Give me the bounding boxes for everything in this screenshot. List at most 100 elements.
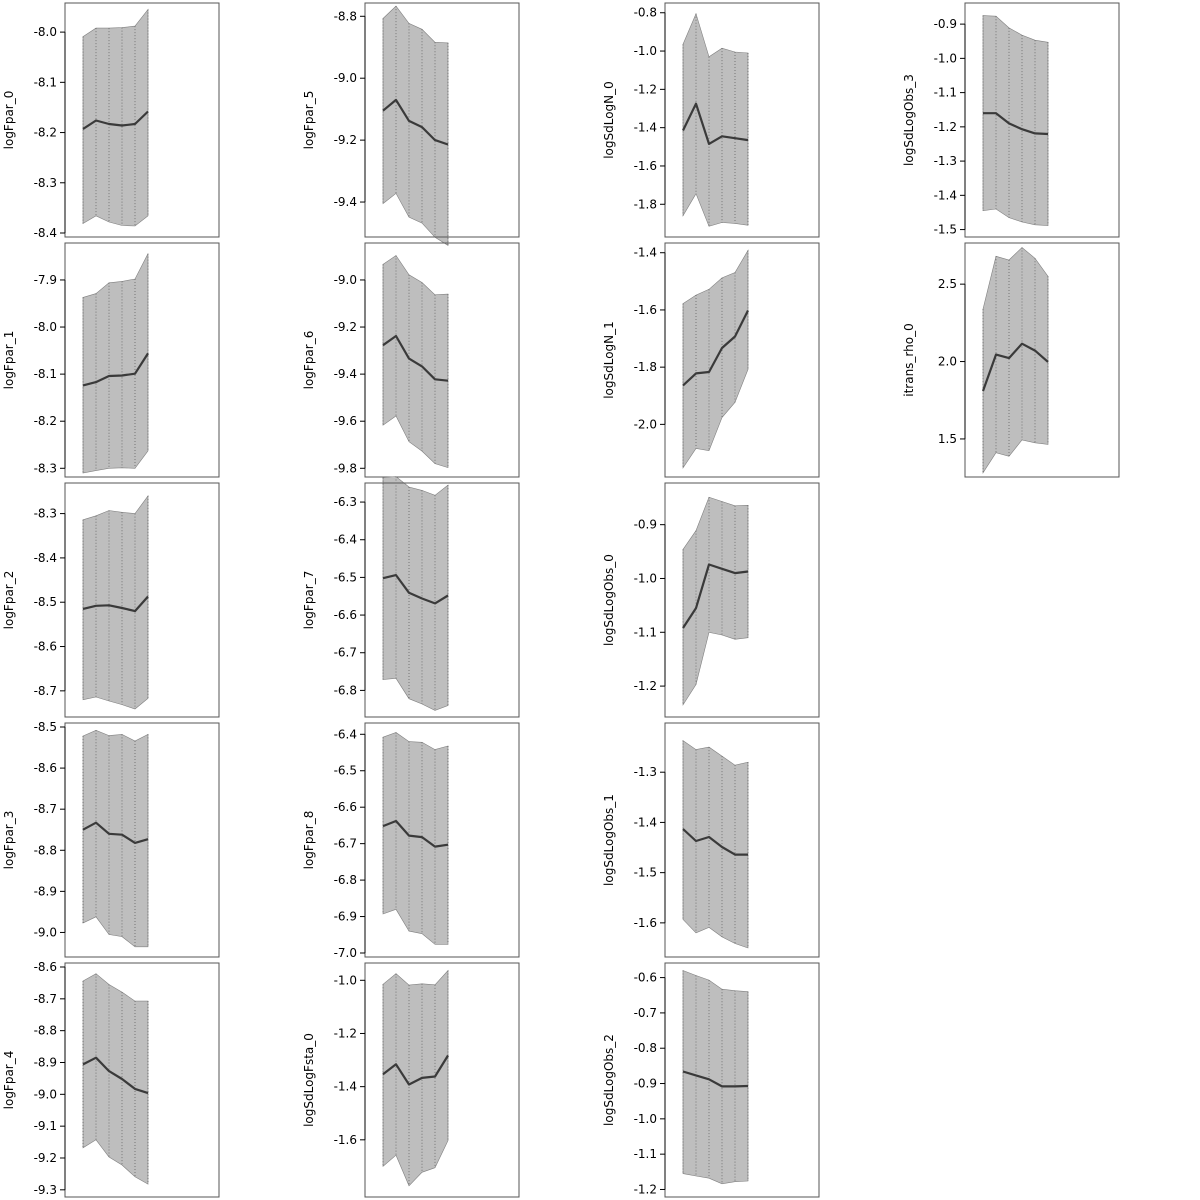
panel-logFpar_1: -8.3 -8.2 -8.1 -8.0 -7.9 logFpar_1 (2, 242, 220, 478)
y-tick-label: -6.4 (334, 533, 357, 547)
mean-line (82, 1056, 149, 1095)
panel-logSdLogN_0: -1.8 -1.6 -1.4 -1.2 -1.0 -0.8 logSdLogN_0 (602, 2, 820, 238)
confidence-band (382, 476, 449, 711)
y-axis-title: logSdLogObs_3 (902, 74, 916, 166)
y-tick-label: -9.2 (334, 320, 357, 334)
y-tick-label: -8.7 (34, 992, 57, 1006)
y-tick-label: -1.2 (934, 120, 957, 134)
mean-line (382, 1054, 449, 1086)
y-tick-label: -1.0 (634, 571, 657, 585)
y-tick-label: -8.1 (34, 75, 57, 89)
y-tick-label: -1.4 (334, 1080, 357, 1094)
panel-logFpar_4: -9.3 -9.2 -9.1 -9.0 -8.9 -8.8 -8.7 -8.6 logFpar_… (2, 960, 220, 1198)
y-axis-title: logFpar_3 (2, 811, 16, 870)
y-tick-label: -6.6 (334, 608, 357, 622)
y-tick-label: -9.3 (34, 1183, 57, 1197)
y-tick-label: -8.0 (34, 320, 57, 334)
y-tick-label: -1.3 (634, 765, 657, 779)
panel-logSdLogObs_0: -1.2 -1.1 -1.0 -0.9 logSdLogObs_0 (602, 482, 820, 718)
y-tick-label: -6.5 (334, 570, 357, 584)
confidence-band (382, 969, 449, 1187)
y-tick-label: -8.9 (34, 1055, 57, 1069)
y-tick-label: -6.7 (334, 837, 357, 851)
mean-line (682, 828, 748, 856)
mean-line (382, 573, 449, 605)
y-tick-label: -0.9 (634, 1077, 657, 1091)
y-axis-title: logSdLogFsta_0 (302, 1033, 316, 1127)
confidence-band (82, 973, 149, 1185)
mean-line (682, 102, 749, 145)
y-tick-label: -1.2 (634, 82, 657, 96)
y-tick-label: -8.1 (34, 367, 57, 381)
y-tick-label: -8.8 (334, 9, 357, 23)
panel-logFpar_8: -7.0 -6.9 -6.8 -6.7 -6.6 -6.5 -6.4 logFpar_8 (302, 722, 520, 960)
y-axis-title: logSdLogN_0 (602, 81, 616, 159)
mean-line (82, 110, 149, 130)
y-tick-label: -1.3 (934, 154, 957, 168)
y-tick-label: -9.2 (334, 133, 357, 147)
y-tick-label: -9.4 (334, 367, 357, 381)
confidence-band (682, 970, 749, 1185)
y-tick-label: -1.2 (634, 679, 657, 693)
mean-line (382, 334, 449, 382)
y-tick-label: -1.4 (634, 815, 657, 829)
y-tick-label: -1.4 (934, 188, 957, 202)
y-tick-label: 2.0 (938, 355, 957, 369)
y-tick-label: -1.1 (934, 86, 957, 100)
y-tick-label: -1.1 (634, 1147, 657, 1161)
confidence-band (382, 5, 449, 246)
y-tick-label: -8.3 (34, 507, 57, 521)
confidence-band (82, 494, 149, 710)
y-tick-label: -8.6 (34, 761, 57, 775)
y-axis-title: logFpar_1 (2, 331, 16, 390)
y-tick-label: -7.9 (34, 273, 57, 287)
panel-logSdLogN_1: -2.0 -1.8 -1.6 -1.4 logSdLogN_1 (602, 242, 820, 478)
y-tick-label: -0.6 (634, 971, 657, 985)
y-axis-title: logFpar_5 (302, 91, 316, 150)
y-axis-title: logFpar_8 (302, 811, 316, 870)
y-tick-label: -9.4 (334, 195, 357, 209)
confidence-band (382, 732, 449, 945)
y-tick-label: -0.8 (634, 6, 657, 20)
panel-logFpar_6: -9.8 -9.6 -9.4 -9.2 -9.0 logFpar_6 (302, 242, 520, 478)
y-tick-label: -0.7 (634, 1006, 657, 1020)
y-axis-title: logFpar_0 (2, 91, 16, 150)
y-tick-label: -8.4 (34, 226, 57, 240)
y-tick-label: 2.5 (938, 277, 957, 291)
y-tick-label: -1.4 (634, 246, 657, 260)
y-tick-label: -1.5 (634, 866, 657, 880)
y-tick-label: -0.9 (634, 518, 657, 532)
y-tick-label: -6.8 (334, 683, 357, 697)
y-tick-label: -8.6 (34, 960, 57, 974)
mean-line (82, 821, 149, 845)
panel-logSdLogFsta_0: -1.6 -1.4 -1.2 -1.0 logSdLogFsta_0 (302, 962, 520, 1198)
y-axis-title: logFpar_4 (2, 1051, 16, 1110)
panel-itrans_rho_0: 1.5 2.0 2.5 itrans_rho_0 (902, 242, 1120, 478)
y-axis-title: logFpar_6 (302, 331, 316, 390)
y-tick-label: -6.3 (334, 495, 357, 509)
y-tick-label: -9.0 (334, 273, 357, 287)
y-tick-label: -1.2 (634, 1182, 657, 1196)
y-axis-title: logFpar_2 (2, 571, 16, 630)
y-tick-label: -8.3 (34, 461, 57, 475)
mean-line (382, 819, 449, 848)
y-tick-label: -1.8 (634, 197, 657, 211)
y-tick-label: -8.7 (34, 802, 57, 816)
y-tick-label: -0.9 (934, 17, 957, 31)
y-axis-title: logSdLogObs_2 (602, 1034, 616, 1126)
mean-line (382, 98, 449, 146)
mean-line (682, 1070, 749, 1088)
y-tick-label: -8.4 (34, 551, 57, 565)
y-tick-label: -1.0 (634, 1112, 657, 1126)
confidence-band (682, 496, 749, 706)
mean-line (983, 112, 1049, 136)
mean-line (82, 352, 149, 387)
y-tick-label: 1.5 (938, 432, 957, 446)
y-axis-title: logSdLogObs_0 (602, 554, 616, 646)
panel-logFpar_7: -6.8 -6.7 -6.6 -6.5 -6.4 -6.3 logFpar_7 (302, 476, 520, 718)
mean-line (682, 563, 749, 629)
y-tick-label: -8.7 (34, 684, 57, 698)
confidence-band (82, 8, 149, 227)
y-tick-label: -1.2 (334, 1026, 357, 1040)
